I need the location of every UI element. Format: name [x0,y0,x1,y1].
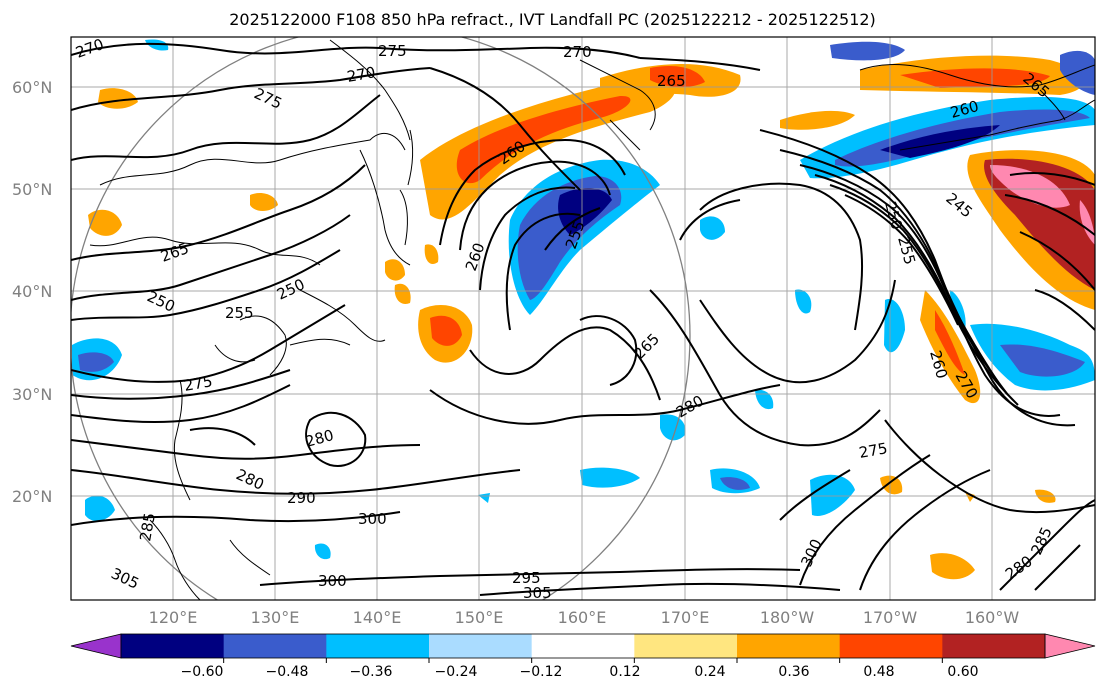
shading-positive [88,55,1095,580]
colorbar-tick: 0.24 [694,664,725,680]
range-circle [71,37,691,600]
shading-negative [72,39,1095,560]
coastlines [89,39,1095,600]
colorbar-segment [634,634,738,658]
lon-label: 120°E [149,608,198,627]
colorbar-segment [942,634,1046,658]
contour-label: 295 [512,569,541,587]
colorbar-tick: −0.60 [181,664,224,680]
colorbar-segment [326,634,430,658]
colorbar-frame [120,633,1046,659]
colorbar-tick: −0.48 [266,664,309,680]
contour-label: 300 [358,510,387,528]
lat-label: 50°N [12,180,52,199]
colorbar-arrow-high [1044,633,1096,659]
colorbar-tick: −0.12 [520,664,563,680]
contour-label: 255 [225,304,254,322]
contour-label: 285 [136,511,159,542]
contour-label: 275 [858,439,889,462]
contour-lines [71,42,1095,596]
contour-label: 275 [378,42,407,60]
contour-label: 305 [523,584,552,602]
contour-label: 300 [318,572,347,590]
colorbar-segment [839,634,943,658]
lon-label: 160°E [558,608,607,627]
colorbar-segment [429,634,533,658]
lon-label: 130°E [251,608,300,627]
lon-label: 160°W [965,608,1020,627]
colorbar-segment [737,634,841,658]
contour-label: 290 [287,489,316,507]
colorbar-tick: 0.12 [609,664,640,680]
colorbar-tick: 0.48 [863,664,894,680]
lon-label: 170°E [661,608,710,627]
latitude-labels: 60°N 50°N 40°N 30°N 20°N [12,78,52,506]
lon-label: 180°W [760,608,815,627]
lat-label: 30°N [12,385,52,404]
contour-label: 265 [657,72,686,90]
contour-label: 275 [183,372,214,395]
gridlines [71,37,1095,600]
colorbar-segment [121,634,225,658]
lat-label: 40°N [12,282,52,301]
lon-label: 170°W [863,608,918,627]
colorbar-tick: −0.24 [435,664,478,680]
colorbar-arrow-low [70,633,122,659]
colorbar-tick: −0.36 [350,664,393,680]
lat-label: 60°N [12,78,52,97]
colorbar-tick-labels: −0.60 −0.48 −0.36 −0.24 −0.12 0.12 0.24 … [181,664,979,680]
colorbar [70,633,1096,663]
lat-label: 20°N [12,487,52,506]
map-title: 2025122000 F108 850 hPa refract., IVT La… [229,10,876,29]
colorbar-tick: 0.60 [947,664,978,680]
colorbar-tick: 0.36 [778,664,809,680]
lon-label: 150°E [455,608,504,627]
contour-label: 270 [563,43,592,61]
lon-label: 140°E [353,608,402,627]
longitude-labels: 120°E 130°E 140°E 150°E 160°E 170°E 180°… [149,608,1020,627]
colorbar-segment [223,634,327,658]
contour-label: 270 [346,63,377,86]
colorbar-segment [531,634,635,658]
map-frame [70,36,1096,601]
